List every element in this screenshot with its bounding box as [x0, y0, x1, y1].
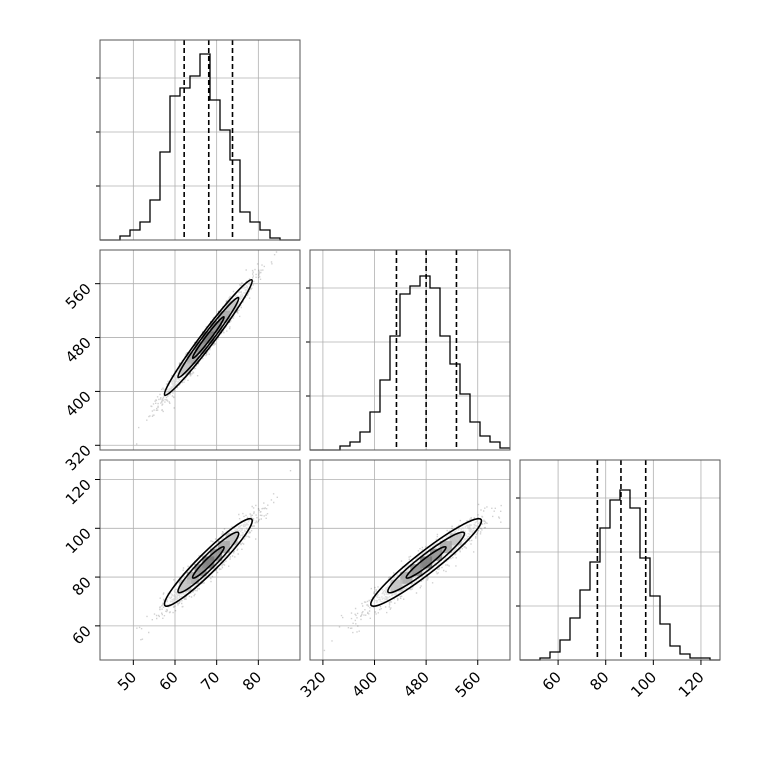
scatter-panel-2: [309, 459, 511, 661]
scatter-frame: [99, 459, 301, 661]
y-tick-label-1-3: 560: [62, 280, 95, 313]
y-tick-label-1-1: 400: [62, 388, 95, 421]
histogram-step-2: [520, 489, 720, 661]
contour-2: [191, 316, 225, 360]
scatter-panel-1: [99, 459, 301, 661]
y-tick-label-1-0: 320: [62, 441, 95, 474]
scatter-inner: [310, 460, 510, 660]
x-tick-label-1-2: 480: [400, 668, 433, 701]
density-block: [178, 362, 191, 375]
scatter-inner: [100, 460, 300, 660]
contour-0: [163, 278, 254, 397]
y-tick-label-1-2: 480: [62, 334, 95, 367]
x-tick-label-0-2: 70: [197, 668, 223, 694]
x-tick-label-2-3: 120: [675, 668, 708, 701]
contour-1: [177, 296, 240, 379]
y-tick-label-2-0: 60: [69, 622, 95, 648]
contour-0: [369, 517, 483, 607]
scatter-background: [310, 460, 510, 660]
scatter-frame: [309, 459, 511, 661]
histogram-step-1: [310, 275, 510, 451]
x-tick-label-2-0: 60: [539, 668, 565, 694]
scatter-inner: [100, 250, 300, 450]
y-tick-label-2-2: 100: [62, 524, 95, 557]
contour-2: [191, 545, 225, 579]
x-tick-label-0-0: 50: [114, 668, 140, 694]
histogram-panel-1: [306, 249, 511, 451]
contour-2: [405, 545, 447, 579]
x-tick-label-2-2: 100: [627, 668, 660, 701]
x-tick-label-0-3: 80: [239, 668, 265, 694]
histogram-panel-2: [516, 459, 721, 661]
histogram-frame: [309, 249, 511, 451]
contour-1: [177, 531, 240, 594]
histogram-frame: [99, 39, 301, 241]
x-tick-label-1-3: 560: [452, 668, 485, 701]
x-tick-label-1-1: 400: [348, 668, 381, 701]
y-tick-label-2-1: 80: [69, 573, 95, 599]
contour-0: [163, 517, 254, 607]
x-tick-label-1-0: 320: [297, 668, 330, 701]
histogram-panel-0: [96, 39, 301, 241]
scatter-frame: [99, 249, 301, 451]
density-block: [225, 300, 238, 313]
x-tick-label-0-1: 60: [156, 668, 182, 694]
x-tick-label-2-1: 80: [586, 668, 612, 694]
scatter-panel-0: [99, 249, 301, 451]
contour-1: [387, 531, 466, 594]
histogram-frame: [519, 459, 721, 661]
histogram-background: [310, 250, 510, 450]
y-tick-label-2-3: 120: [62, 476, 95, 509]
histogram-step-0: [100, 53, 300, 241]
